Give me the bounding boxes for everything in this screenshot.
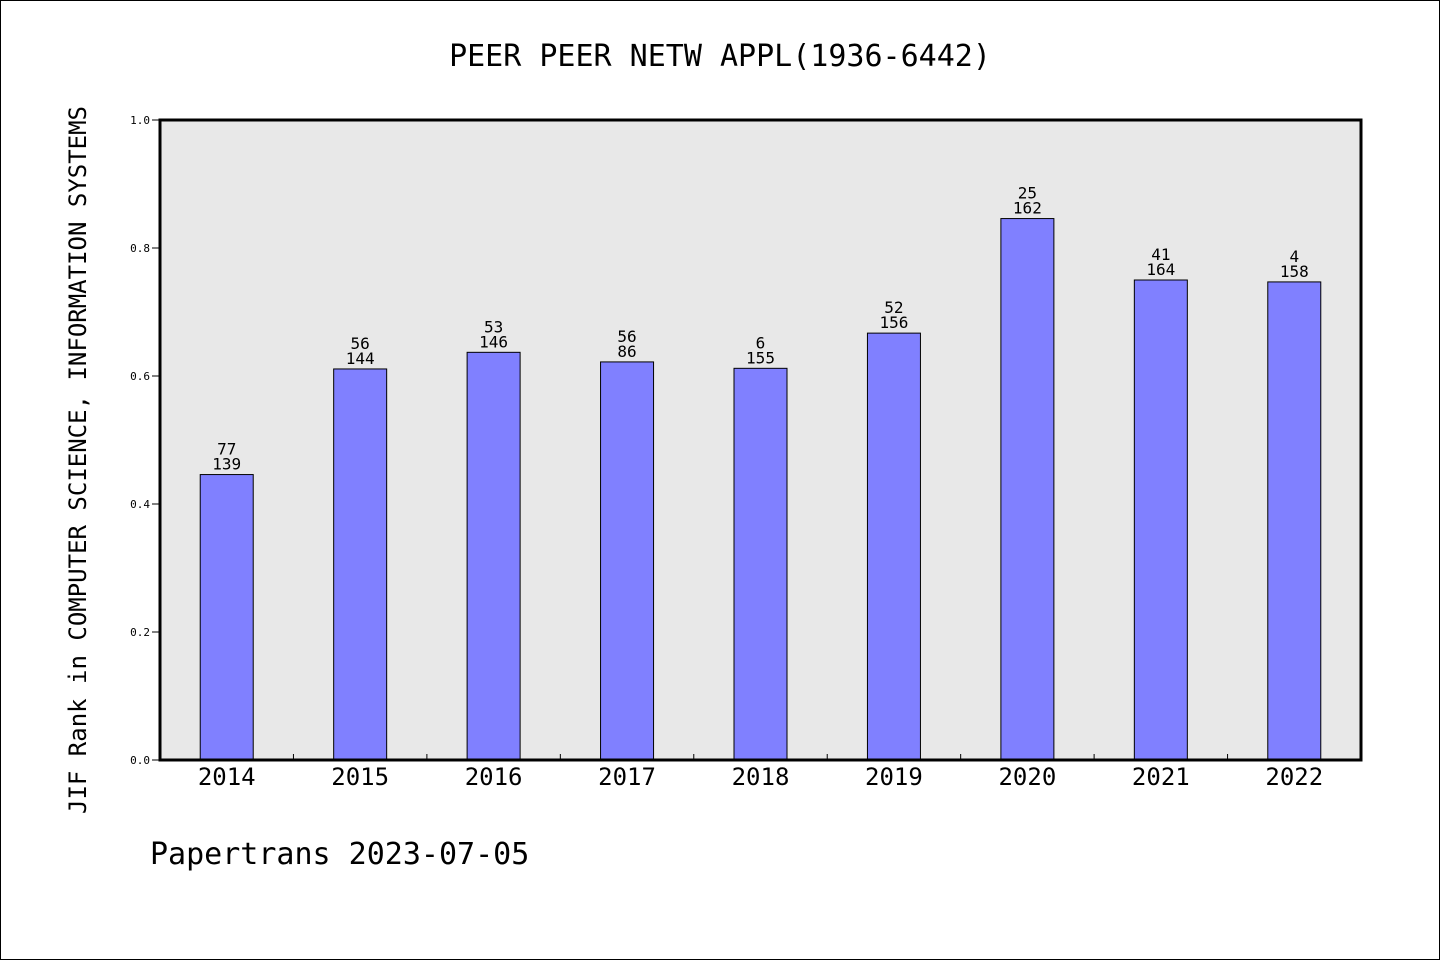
x-tick-label: 2019 — [865, 763, 923, 791]
bar — [1267, 281, 1322, 761]
bar-total-label: 156 — [879, 313, 908, 332]
y-tick-label: 1.0 — [130, 114, 150, 127]
bar — [333, 368, 388, 761]
bar-total-label: 164 — [1146, 260, 1175, 279]
bar — [199, 474, 254, 761]
bar — [1000, 218, 1055, 761]
y-axis-ticks: 0.0 0.2 0.4 0.6 0.8 1.0 — [130, 114, 160, 767]
y-axis-label: JIF Rank in COMPUTER SCIENCE, INFORMATIO… — [64, 106, 92, 814]
bar-rank-label: 41 — [1151, 245, 1170, 264]
bar-total-label: 158 — [1280, 262, 1309, 281]
bar-rank-label: 77 — [217, 440, 236, 459]
bar — [466, 351, 521, 761]
bar-total-label: 155 — [746, 348, 775, 367]
bar-rank-label: 25 — [1018, 184, 1037, 203]
bar-total-label: 162 — [1013, 199, 1042, 218]
x-tick-label: 2016 — [465, 763, 523, 791]
y-tick-label: 0.6 — [130, 370, 150, 383]
bar — [733, 367, 788, 761]
watermark-text: Papertrans 2023-07-05 — [150, 837, 529, 872]
y-tick-label: 0.8 — [130, 242, 150, 255]
chart-title: PEER PEER NETW APPL(1936-6442) — [449, 39, 991, 74]
plot-border — [158, 118, 1363, 762]
x-tick-label: 2021 — [1132, 763, 1190, 791]
bar-total-label: 146 — [479, 332, 508, 351]
y-tick-label: 0.0 — [130, 754, 150, 767]
x-axis-ticks: 2014 2015 2016 2017 2018 2019 2020 2021 2022 — [198, 754, 1323, 791]
x-tick-label: 2017 — [598, 763, 656, 791]
bar-total-label: 86 — [617, 342, 636, 361]
bar-rank-label: 6 — [756, 333, 766, 352]
x-tick-label: 2020 — [998, 763, 1056, 791]
bar-rank-label: 56 — [351, 334, 370, 353]
bar — [866, 332, 921, 761]
y-tick-label: 0.4 — [130, 498, 150, 511]
x-tick-label: 2018 — [732, 763, 790, 791]
y-tick-label: 0.2 — [130, 626, 150, 639]
bar-rank-label: 56 — [617, 327, 636, 346]
bar-total-label: 139 — [212, 455, 241, 474]
bar — [600, 361, 655, 761]
bar-rank-label: 4 — [1289, 247, 1299, 266]
x-tick-label: 2022 — [1265, 763, 1323, 791]
bar-rank-label: 52 — [884, 298, 903, 317]
x-tick-label: 2014 — [198, 763, 256, 791]
x-tick-label: 2015 — [331, 763, 389, 791]
bar-total-label: 144 — [346, 349, 375, 368]
bar — [1133, 279, 1188, 761]
bar-rank-label: 53 — [484, 317, 503, 336]
